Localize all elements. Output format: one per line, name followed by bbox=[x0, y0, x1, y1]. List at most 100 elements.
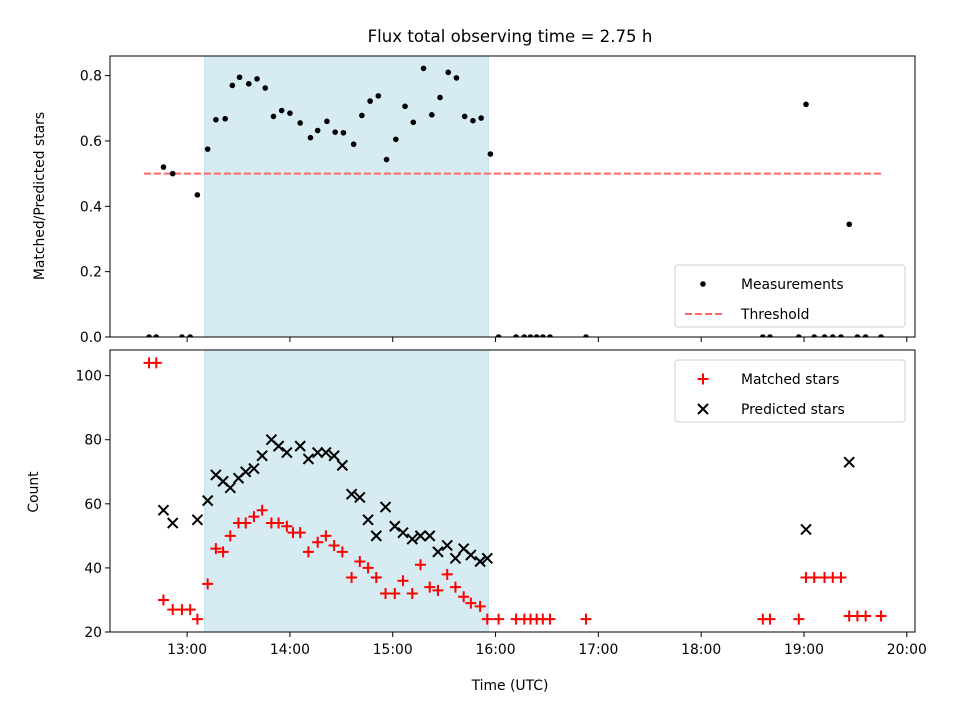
legend-x-marker bbox=[697, 403, 709, 415]
matched-stars-point bbox=[414, 559, 426, 571]
legend-box bbox=[674, 359, 906, 423]
measurement-point bbox=[179, 334, 185, 337]
measurement-point bbox=[854, 334, 861, 337]
matched-stars-point bbox=[320, 530, 332, 542]
observing-window bbox=[204, 349, 489, 633]
measurement-point bbox=[350, 141, 357, 148]
measurement-point bbox=[340, 129, 347, 136]
measurement-point bbox=[437, 94, 443, 101]
predicted-stars-point bbox=[362, 514, 374, 526]
y-tick-label: 0.8 bbox=[80, 69, 102, 85]
measurement-point bbox=[478, 115, 484, 121]
legend: Measurements Threshold bbox=[674, 264, 906, 328]
matched-stars-point bbox=[273, 517, 285, 529]
measurement-point bbox=[194, 192, 201, 198]
predicted-stars-point bbox=[256, 450, 268, 462]
plot-area bbox=[143, 65, 884, 337]
matched-stars-point bbox=[424, 581, 436, 593]
predicted-stars-point bbox=[465, 549, 477, 561]
measurement-point bbox=[811, 334, 818, 337]
predicted-stars-point bbox=[272, 440, 285, 452]
measurement-point bbox=[428, 112, 435, 118]
matched-stars-point bbox=[432, 584, 444, 596]
measurement-point bbox=[878, 334, 884, 337]
bottom-y-axis-label: Count bbox=[26, 471, 42, 513]
measurement-point bbox=[767, 334, 773, 337]
measurement-point bbox=[278, 107, 285, 114]
matched-stars-point bbox=[764, 613, 776, 625]
measurement-point bbox=[287, 110, 293, 116]
x-tick-label: 20:00 bbox=[887, 642, 927, 658]
x-tick-label: 17:00 bbox=[578, 642, 618, 658]
measurement-point bbox=[222, 115, 228, 122]
predicted-stars-point bbox=[843, 456, 855, 468]
matched-stars-point bbox=[875, 610, 887, 622]
measurement-point bbox=[187, 334, 193, 337]
measurement-point bbox=[461, 113, 468, 120]
bottom-panel-count: 20 40 60 80 100 13:00 14:00 15:00 16:00 17:00 18:0… bbox=[75, 349, 927, 658]
predicted-stars-point bbox=[191, 514, 204, 526]
matched-stars-point bbox=[354, 556, 366, 567]
predicted-stars-point bbox=[240, 466, 252, 478]
measurement-point bbox=[513, 334, 519, 337]
predicted-stars-point bbox=[406, 533, 418, 545]
matched-stars-point bbox=[202, 578, 214, 590]
measurement-point bbox=[862, 334, 869, 337]
matched-stars-point bbox=[389, 588, 401, 600]
measurement-point bbox=[367, 98, 373, 104]
measurement-point bbox=[314, 127, 321, 134]
matched-stars-point bbox=[474, 600, 486, 612]
measurement-point bbox=[821, 334, 828, 337]
y-tick-label: 0.0 bbox=[80, 330, 102, 346]
matched-stars-point bbox=[210, 543, 222, 555]
observing-window bbox=[204, 55, 489, 338]
measurement-point bbox=[838, 334, 844, 337]
measurement-point bbox=[803, 101, 809, 108]
predicted-stars-point bbox=[248, 462, 260, 475]
y-tick-label: 60 bbox=[84, 497, 102, 513]
predicted-stars-point bbox=[449, 552, 462, 565]
predicted-stars-point bbox=[167, 517, 179, 529]
axes-frame bbox=[109, 55, 916, 338]
legend-label: Predicted stars bbox=[741, 402, 845, 418]
matched-stars-point bbox=[336, 546, 348, 558]
predicted-stars-point bbox=[800, 523, 812, 536]
matched-stars-point bbox=[240, 517, 252, 529]
matched-stars-point bbox=[380, 588, 392, 600]
measurement-point bbox=[213, 116, 219, 123]
matched-stars-point bbox=[294, 527, 306, 539]
measurement-point bbox=[236, 74, 243, 81]
legend-dot-marker bbox=[700, 281, 706, 287]
measurement-point bbox=[359, 112, 365, 119]
measurement-point bbox=[307, 134, 314, 141]
matched-stars-point bbox=[397, 575, 409, 587]
predicted-stars-point bbox=[424, 530, 436, 542]
measurement-point bbox=[245, 80, 252, 87]
matched-stars-point bbox=[544, 613, 556, 625]
measurement-point bbox=[829, 334, 836, 337]
predicted-stars-point bbox=[320, 446, 332, 459]
matched-stars-point bbox=[793, 613, 805, 625]
measurement-point bbox=[487, 151, 494, 157]
measurement-point bbox=[254, 76, 260, 82]
x-axis-label: Time (UTC) bbox=[471, 678, 549, 694]
predicted-stars-point bbox=[474, 555, 486, 568]
legend-box bbox=[674, 264, 906, 328]
predicted-stars-point bbox=[379, 501, 392, 513]
measurement-point bbox=[262, 85, 269, 91]
predicted-stars-point bbox=[370, 530, 382, 542]
y-tick-label: 100 bbox=[75, 369, 102, 385]
legend-label: Threshold bbox=[740, 307, 809, 323]
measurement-point bbox=[375, 93, 382, 99]
legend-label: Measurements bbox=[741, 277, 844, 293]
measurement-point bbox=[297, 120, 303, 126]
predicted-stars-point bbox=[281, 446, 293, 459]
measurement-point bbox=[445, 69, 452, 76]
y-tick-label: 0.4 bbox=[80, 199, 102, 215]
matched-stars-point bbox=[370, 572, 382, 584]
plot-area bbox=[143, 357, 887, 625]
predicted-stars-point bbox=[294, 440, 306, 452]
matched-stars-point bbox=[256, 504, 268, 516]
measurement-point bbox=[533, 334, 540, 337]
matched-stars-point bbox=[157, 594, 169, 606]
